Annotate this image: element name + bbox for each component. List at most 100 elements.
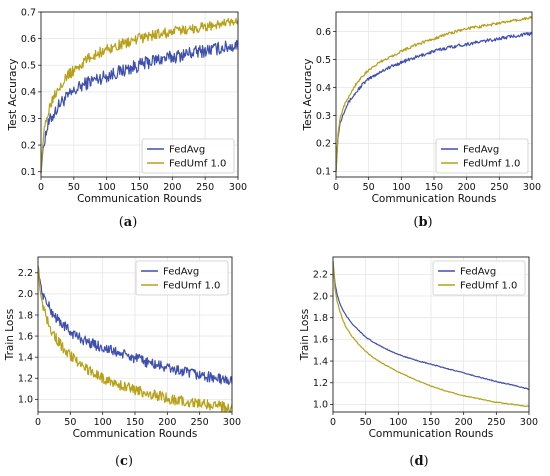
legend: FedAvg FedUmf 1.0 [435,138,529,174]
y-tick-label: 0.1 [21,167,36,178]
x-tick-label: 50 [363,182,375,193]
x-tick-label: 200 [455,417,473,428]
x-tick-label: 200 [158,417,176,428]
legend: FedAvg FedUmf 1.0 [141,138,235,174]
y-tick-label: 2.0 [313,291,328,302]
y-tick-label: 0.2 [21,140,36,151]
caption-letter: c [120,454,128,469]
y-tick-label: 1.6 [18,331,33,342]
y-tick-label: 1.4 [313,356,328,367]
x-tick-label: 150 [130,182,148,193]
panel-caption: (c) [115,454,133,469]
legend-label: FedUmf 1.0 [460,281,517,292]
y-tick-label: 2.0 [18,289,33,300]
legend-label: FedUmf 1.0 [169,159,226,170]
panel-caption: (b) [413,215,432,230]
y-tick-label: 0.2 [316,139,331,150]
legend-box [435,138,529,174]
y-tick-label: 0.5 [21,61,36,72]
y-tick-label: 0.3 [316,111,331,122]
series-line-fedumf-1-0 [40,17,239,174]
caption-close: ) [128,454,133,469]
y-tick-label: 1.8 [313,313,328,324]
y-tick-label: 1.2 [18,374,33,385]
x-tick-label: 100 [94,417,112,428]
caption-close: ) [132,215,137,230]
series-line-fedumf-1-0 [332,261,530,408]
x-axis-label: Communication Rounds [77,193,202,205]
y-axis-label: Train Loss [4,309,16,362]
x-tick-label: 300 [223,417,241,428]
y-tick-label: 0.3 [21,114,36,125]
legend: FedAvg FedUmf 1.0 [432,260,526,296]
x-tick-label: 300 [520,417,538,428]
legend-label: FedAvg [163,267,199,278]
x-tick-label: 150 [126,417,144,428]
caption-open: ( [413,215,418,230]
y-tick-label: 1.4 [18,352,33,363]
y-tick-label: 1.0 [18,395,33,406]
x-tick-label: 50 [64,417,76,428]
y-tick-label: 0.6 [316,27,331,38]
y-tick-label: 1.2 [313,378,328,389]
y-tick-label: 0.1 [316,167,331,178]
caption-open: ( [115,454,120,469]
legend-label: FedAvg [460,267,496,278]
caption-letter: a [124,215,133,230]
y-tick-label: 1.6 [313,335,328,346]
series-line-fedumf-1-0 [335,15,533,172]
x-tick-label: 50 [360,417,372,428]
caption-close: ) [424,454,429,469]
series-line-fedavg [37,265,233,386]
x-tick-label: 250 [191,417,209,428]
y-tick-label: 0.7 [21,7,36,18]
series-line-fedavg [332,261,530,391]
chart-panel-a: 0 50 100 150 200 250 300 0.1 0.2 0.3 0.4 0.5 0.6 0.7 C… [7,7,247,230]
y-tick-label: 1.0 [313,400,328,411]
legend-box [432,260,526,296]
x-tick-label: 150 [422,417,440,428]
caption-close: ) [428,215,433,230]
y-tick-label: 1.8 [18,310,33,321]
x-axis-label: Communication Rounds [369,428,494,440]
y-tick-label: 0.4 [21,87,36,98]
x-axis-label: Communication Rounds [73,428,198,440]
panel-caption: (a) [119,215,138,230]
series-line-fedavg [40,39,239,174]
legend-box [135,260,229,296]
x-tick-label: 0 [333,182,339,193]
y-tick-label: 0.4 [316,83,331,94]
caption-open: ( [409,454,414,469]
x-tick-label: 300 [523,182,541,193]
x-tick-label: 200 [458,182,476,193]
chart-panel-d: 0 50 100 150 200 250 300 1.0 1.2 1.4 1.6 1.8 2.0 2.2 C… [299,256,538,469]
y-tick-label: 2.2 [313,270,328,281]
x-tick-label: 100 [389,417,407,428]
series-line-fedavg [335,31,533,172]
y-axis-label: Test Accuracy [7,59,19,132]
x-tick-label: 250 [196,182,214,193]
y-tick-label: 0.5 [316,55,331,66]
x-tick-label: 300 [229,182,247,193]
x-tick-label: 250 [490,182,508,193]
caption-letter: b [418,215,427,230]
y-axis-label: Train Loss [299,309,311,362]
y-axis-label: Test Accuracy [302,59,314,132]
x-tick-label: 150 [425,182,443,193]
legend-box [141,138,235,174]
caption-open: ( [119,215,124,230]
panel-caption: (d) [409,454,428,469]
x-tick-label: 250 [487,417,505,428]
x-tick-label: 0 [330,417,336,428]
y-tick-label: 2.2 [18,268,33,279]
chart-panel-b: 0 50 100 150 200 250 300 0.1 0.2 0.3 0.4 0.5 0.6 Comm… [302,11,541,230]
chart-panel-c: 0 50 100 150 200 250 300 1.0 1.2 1.4 1.6 1.8 2.0 2.2 C… [4,256,241,469]
legend-label: FedUmf 1.0 [163,281,220,292]
x-tick-label: 0 [35,417,41,428]
y-tick-label: 0.6 [21,34,36,45]
legend: FedAvg FedUmf 1.0 [135,260,229,296]
x-tick-label: 0 [38,182,44,193]
legend-label: FedUmf 1.0 [463,159,520,170]
legend-label: FedAvg [169,145,205,156]
